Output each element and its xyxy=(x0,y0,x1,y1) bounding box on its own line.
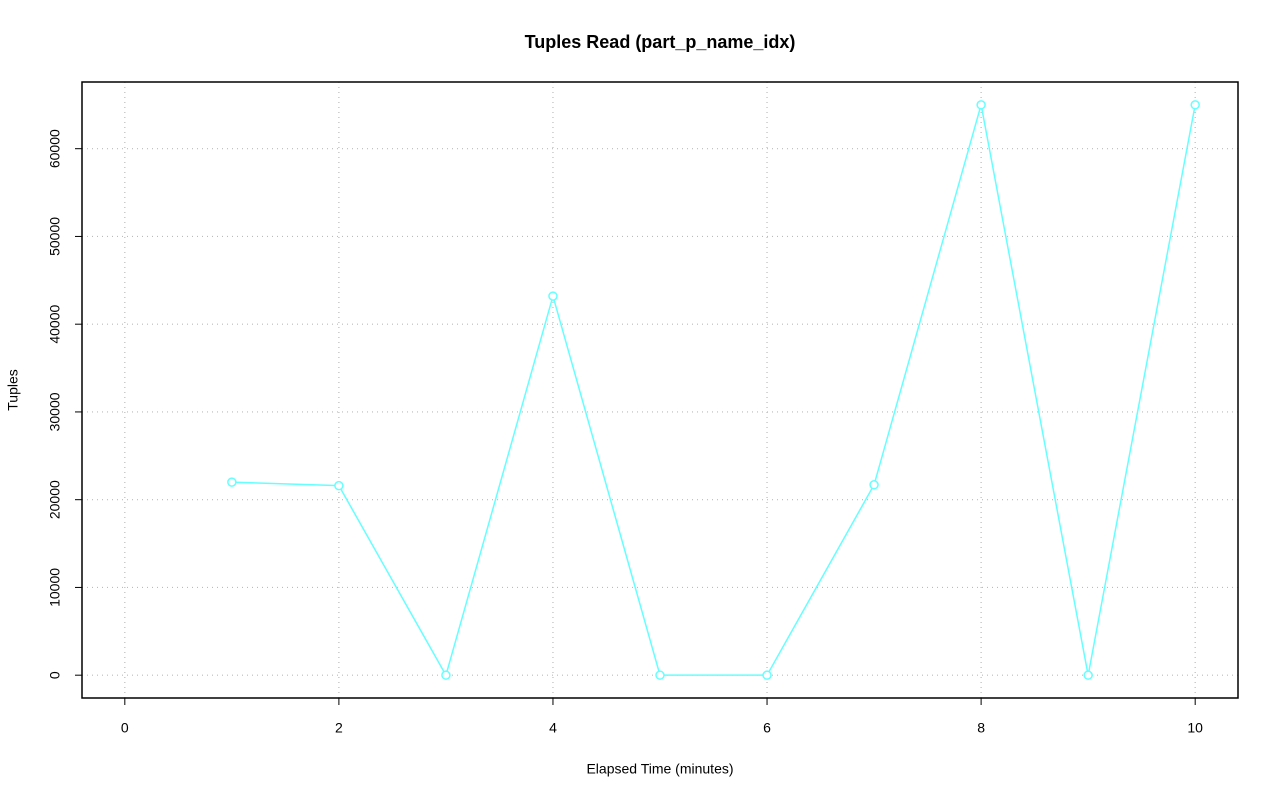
data-point xyxy=(1083,670,1093,680)
x-tick-label: 6 xyxy=(763,720,771,736)
y-tick-label: 50000 xyxy=(47,217,63,256)
data-point xyxy=(1190,100,1200,110)
y-tick-label: 0 xyxy=(47,671,63,679)
chart-title: Tuples Read (part_p_name_idx) xyxy=(525,32,796,52)
x-tick-label: 2 xyxy=(335,720,343,736)
data-point xyxy=(227,477,237,487)
data-point xyxy=(762,670,772,680)
series-line xyxy=(231,104,1196,678)
y-axis-label: Tuples xyxy=(5,369,21,411)
y-tick-label: 30000 xyxy=(47,392,63,431)
data-point xyxy=(655,670,665,680)
data-point xyxy=(441,670,451,680)
data-point xyxy=(334,480,344,491)
y-tick-label: 20000 xyxy=(47,480,63,519)
data-point xyxy=(869,480,879,490)
y-tick-label: 60000 xyxy=(47,129,63,168)
x-tick-label: 4 xyxy=(549,720,557,736)
x-tick-label: 8 xyxy=(977,720,985,736)
data-point xyxy=(976,100,986,110)
plot-frame xyxy=(81,81,1239,699)
x-tick-label: 10 xyxy=(1187,720,1203,736)
x-tick-label: 0 xyxy=(121,720,129,736)
y-tick-label: 40000 xyxy=(47,305,63,344)
data-point xyxy=(548,291,558,301)
y-tick-label: 10000 xyxy=(47,568,63,607)
x-axis-label: Elapsed Time (minutes) xyxy=(586,761,733,777)
